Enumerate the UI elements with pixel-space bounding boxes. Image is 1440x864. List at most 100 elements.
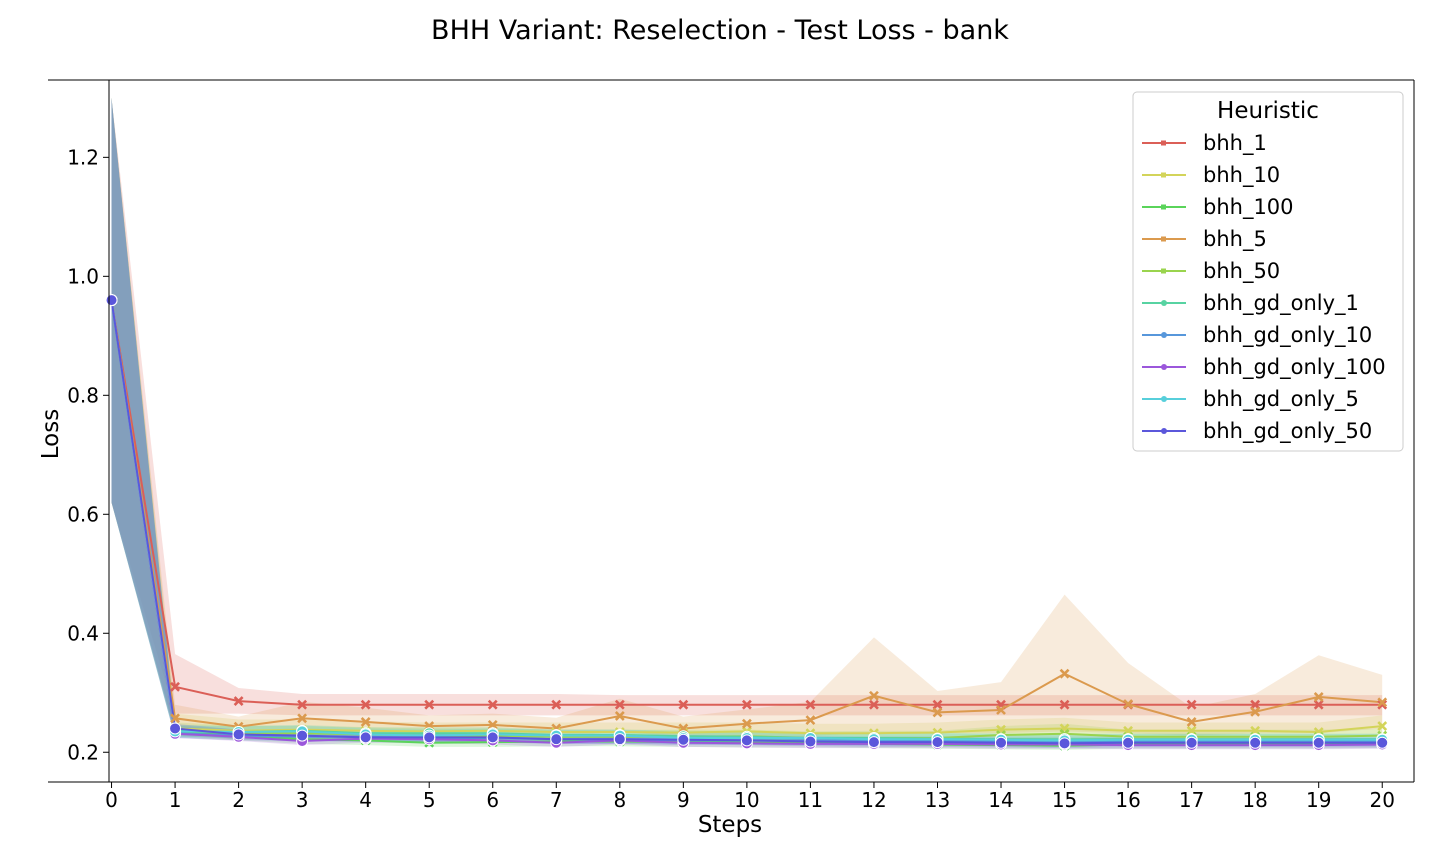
data-point-bhh_5 [487,719,498,730]
legend-marker [1161,268,1166,274]
legend-items: bhh_1 bhh_10 bhh_100 bhh_5 bhh_50 bhh_gd_only… [1142,131,1386,444]
legend-label: bhh_gd_only_1 [1203,291,1359,316]
data-point-bhh_gd_only_50 [867,736,880,749]
legend-marker [1161,172,1166,178]
y-ticks: 0.2 0.4 0.6 0.8 1.0 1.2 [67,145,109,764]
data-point-bhh_1 [678,699,689,710]
data-point-bhh_1 [1186,699,1197,710]
x-tick-label: 15 [1052,788,1077,812]
y-tick-label: 0.4 [67,621,99,645]
legend-item-bhh_50: bhh_50 [1142,259,1280,284]
legend-item-bhh_gd_only_100: bhh_gd_only_100 [1142,355,1386,380]
data-point-bhh_gd_only_50 [105,294,118,307]
y-axis-label: Loss [38,409,64,459]
data-point-bhh_gd_only_50 [613,733,626,746]
x-ticks: 0 1 2 3 4 5 6 7 8 9 10 11 12 13 14 15 16 17 18 19 20 [105,782,1395,812]
data-point-bhh_gd_only_50 [931,736,944,749]
legend-item-bhh_10: bhh_10 [1142,163,1280,188]
data-point-bhh_1 [614,699,625,710]
data-point-bhh_1 [932,699,943,710]
data-point-bhh_5 [1123,699,1134,709]
x-tick-label: 17 [1179,788,1204,812]
data-point-bhh_1 [741,699,752,710]
data-point-bhh_gd_only_50 [995,736,1008,749]
data-point-bhh_gd_only_50 [1312,736,1325,749]
data-point-bhh_1 [805,699,816,710]
y-tick-label: 0.2 [67,740,99,764]
data-point-bhh_gd_only_50 [169,722,182,735]
data-point-bhh_5 [741,718,752,729]
x-tick-label: 14 [988,788,1013,812]
legend-marker [1161,396,1167,402]
legend-marker [1161,364,1167,370]
legend-label: bhh_100 [1203,195,1294,220]
legend-item-bhh_100: bhh_100 [1142,195,1294,220]
y-tick-label: 0.6 [67,502,99,526]
data-point-bhh_5 [1250,706,1261,717]
legend-label: bhh_gd_only_50 [1203,419,1372,444]
x-tick-label: 3 [296,788,309,812]
x-tick-label: 13 [925,788,950,812]
x-tick-label: 10 [734,788,759,812]
data-point-bhh_1 [487,699,498,710]
x-tick-label: 19 [1306,788,1331,812]
y-tick-label: 1.0 [67,264,99,288]
legend-box [1132,91,1404,452]
data-point-bhh_1 [424,699,435,710]
legend-item-bhh_gd_only_5: bhh_gd_only_5 [1142,387,1359,412]
x-axis-label: Steps [698,812,762,838]
data-point-bhh_1 [360,699,371,710]
legend-marker [1161,332,1167,338]
legend-label: bhh_5 [1203,227,1267,252]
chart-title: BHH Variant: Reselection - Test Loss - b… [431,15,1009,46]
legend-item-bhh_5: bhh_5 [1142,227,1267,252]
data-point-bhh_gd_only_50 [677,733,690,746]
x-tick-label: 6 [486,788,499,812]
legend-marker [1161,204,1166,210]
axes [48,79,1415,783]
data-point-bhh_5 [297,713,308,724]
x-tick-label: 11 [798,788,823,812]
data-point-bhh_5 [932,707,943,718]
data-point-bhh_gd_only_50 [740,734,753,747]
data-point-bhh_1 [1059,699,1070,710]
x-tick-label: 20 [1370,788,1395,812]
data-point-bhh_gd_only_50 [804,735,817,748]
data-point-bhh_gd_only_50 [1249,736,1262,749]
x-tick-label: 1 [169,788,182,812]
legend-marker [1161,236,1166,242]
x-tick-label: 8 [613,788,626,812]
data-point-bhh_5 [869,690,879,701]
data-point-bhh_gd_only_50 [423,731,436,744]
data-point-bhh_gd_only_50 [359,731,372,744]
legend-marker [1161,140,1166,146]
legend-label: bhh_50 [1203,259,1280,284]
data-point-bhh_5 [805,715,816,726]
data-point-bhh_5 [1377,697,1388,708]
x-tick-label: 18 [1242,788,1267,812]
x-tick-label: 0 [105,788,118,812]
x-tick-label: 16 [1115,788,1140,812]
legend-label: bhh_gd_only_100 [1203,355,1386,380]
data-point-bhh_gd_only_50 [232,728,245,741]
legend-title: Heuristic [1217,98,1319,124]
x-tick-label: 12 [861,788,886,812]
data-point-bhh_gd_only_50 [1185,736,1198,749]
data-point-bhh_gd_only_50 [1058,737,1071,750]
x-tick-label: 4 [359,788,372,812]
data-point-bhh_1 [869,699,879,710]
data-point-bhh_5 [170,713,180,724]
data-point-bhh_10 [1377,721,1388,731]
data-point-bhh_gd_only_50 [486,731,499,744]
data-point-bhh_gd_only_50 [550,733,563,746]
legend-label: bhh_1 [1203,131,1267,156]
x-tick-label: 9 [677,788,690,812]
data-point-bhh_gd_only_50 [296,729,309,742]
data-point-bhh_1 [1313,699,1324,710]
legend-marker [1161,300,1167,306]
legend: Heuristic bhh_1 bhh_10 bhh_100 bhh_5 bhh_50b… [1132,91,1404,452]
data-point-bhh_1 [170,681,180,692]
data-point-bhh_1 [297,699,308,710]
